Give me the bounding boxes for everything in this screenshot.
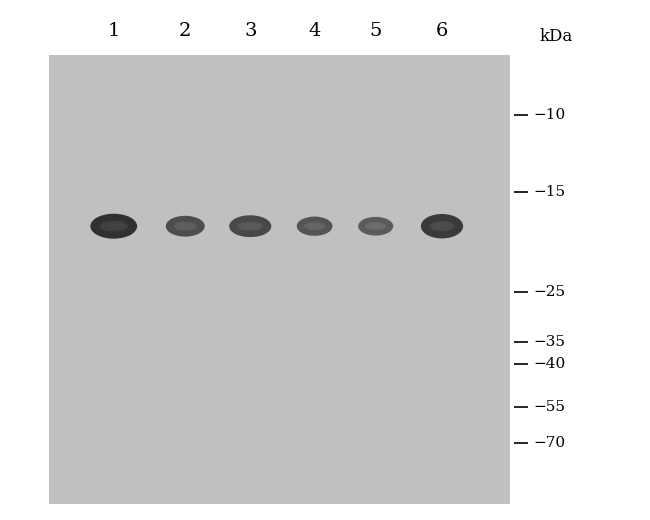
Ellipse shape bbox=[174, 222, 197, 230]
Text: −70: −70 bbox=[533, 436, 565, 450]
Text: −15: −15 bbox=[533, 186, 565, 199]
Ellipse shape bbox=[365, 222, 386, 230]
Text: 1: 1 bbox=[107, 22, 120, 40]
Text: 3: 3 bbox=[244, 22, 257, 40]
Text: 4: 4 bbox=[308, 22, 321, 40]
Bar bbox=[49, 55, 510, 504]
Text: −40: −40 bbox=[533, 357, 566, 371]
Text: −35: −35 bbox=[533, 335, 565, 349]
Ellipse shape bbox=[358, 217, 393, 236]
Text: 6: 6 bbox=[436, 22, 448, 40]
Ellipse shape bbox=[421, 214, 463, 239]
Ellipse shape bbox=[105, 223, 122, 229]
Ellipse shape bbox=[296, 217, 332, 236]
Ellipse shape bbox=[304, 222, 325, 230]
Text: 2: 2 bbox=[179, 22, 192, 40]
Ellipse shape bbox=[430, 221, 455, 231]
Text: −10: −10 bbox=[533, 109, 566, 122]
Ellipse shape bbox=[90, 214, 137, 239]
Ellipse shape bbox=[370, 224, 382, 228]
Text: 5: 5 bbox=[369, 22, 382, 40]
Ellipse shape bbox=[229, 215, 272, 237]
Ellipse shape bbox=[308, 224, 321, 229]
Ellipse shape bbox=[178, 224, 192, 229]
Text: −25: −25 bbox=[533, 285, 565, 299]
Ellipse shape bbox=[166, 216, 205, 237]
Ellipse shape bbox=[435, 223, 449, 229]
Ellipse shape bbox=[238, 222, 263, 231]
Ellipse shape bbox=[243, 224, 257, 229]
Text: −55: −55 bbox=[533, 400, 565, 413]
Ellipse shape bbox=[99, 221, 128, 231]
Text: kDa: kDa bbox=[540, 28, 573, 45]
